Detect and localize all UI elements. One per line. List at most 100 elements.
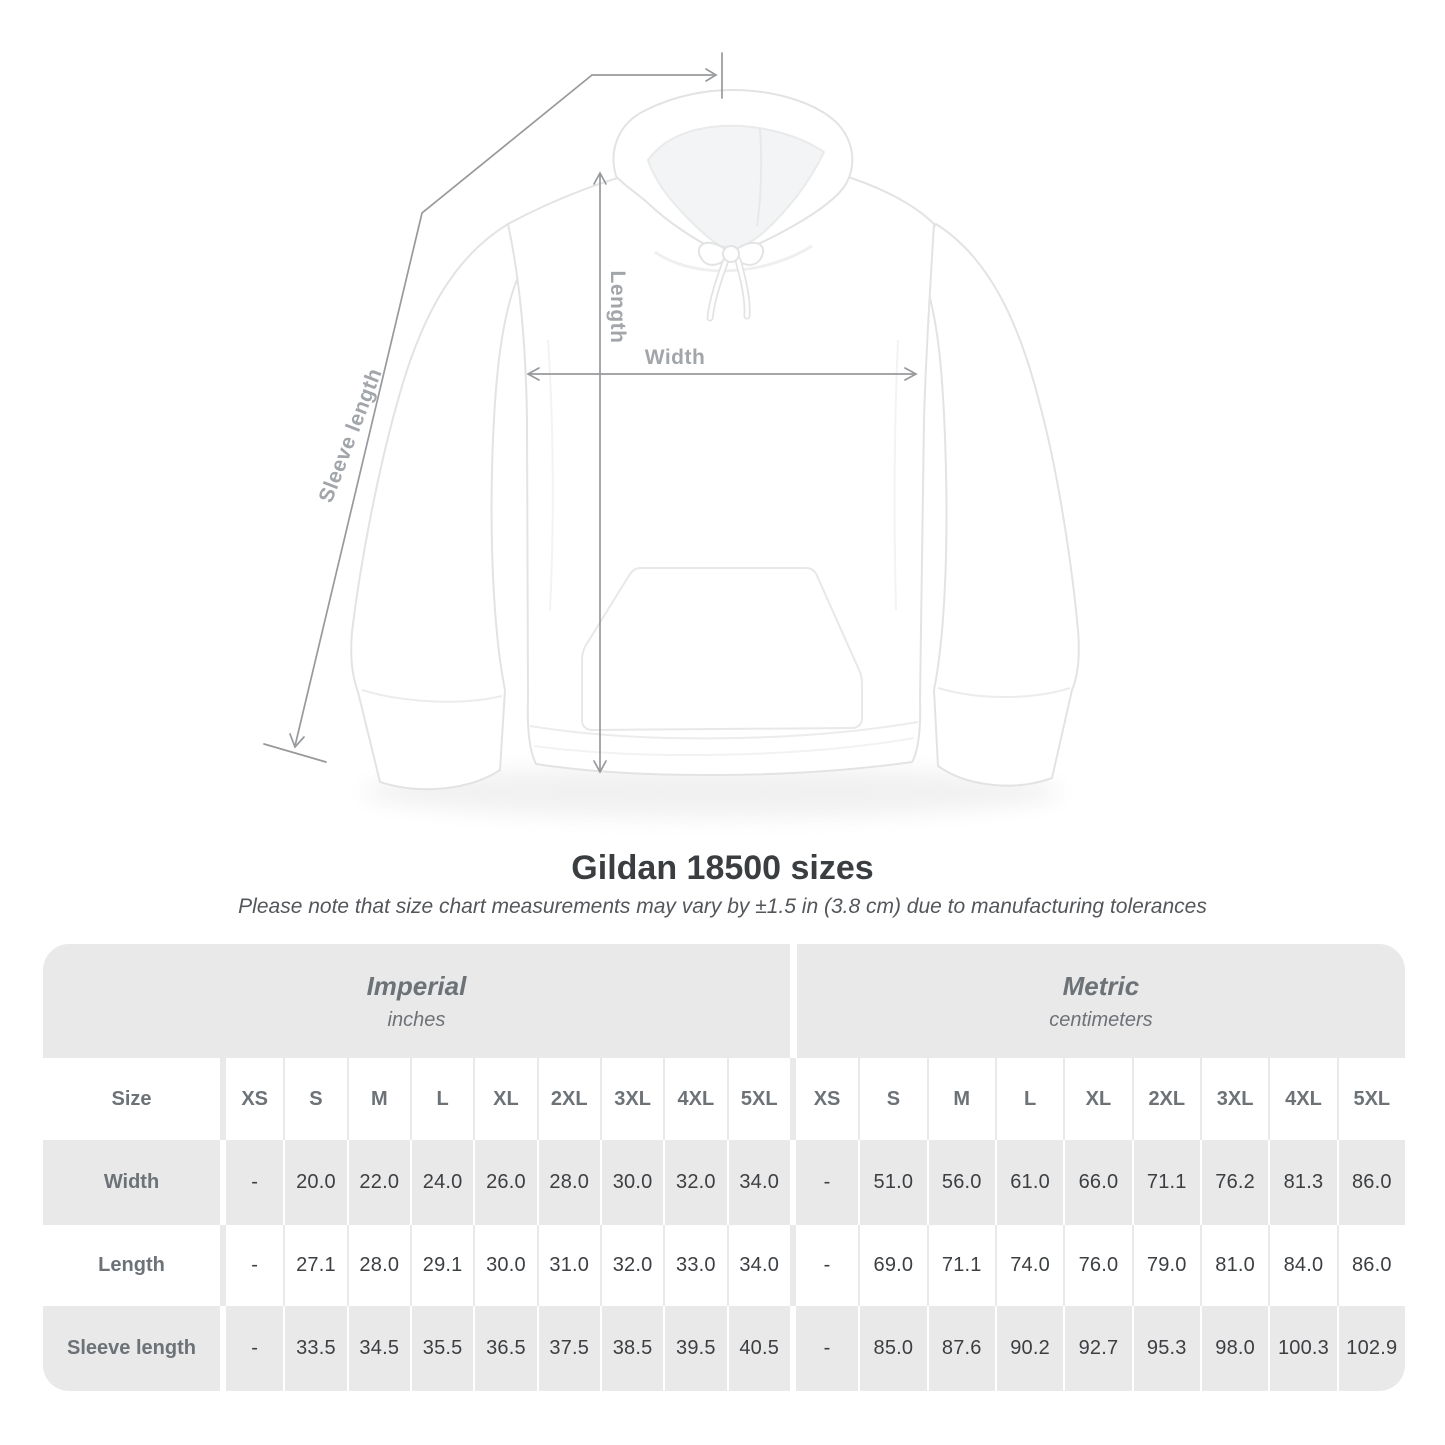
imperial-panel-unit: inches (387, 1008, 446, 1031)
size-col-header-metric-l: L (994, 1058, 1063, 1140)
measurement-cell: 81.3 (1268, 1140, 1336, 1225)
measurement-cell: 87.6 (926, 1306, 995, 1391)
measurement-cell: 71.1 (926, 1225, 995, 1306)
size-col-header-metric-xs: XS (789, 1058, 858, 1140)
size-header-row: Size XS S M L XL 2XL 3XL 4XL 5XL XS S M L XL 2XL 3XL 4XL… (43, 1058, 1405, 1140)
measurement-cell: 30.0 (473, 1225, 536, 1306)
measurement-cell: 34.5 (346, 1306, 410, 1391)
size-col-header-imperial-xs: XS (220, 1058, 283, 1140)
tolerance-note: Please note that size chart measurements… (238, 895, 1207, 918)
measurement-cell: 95.3 (1131, 1306, 1200, 1391)
imperial-panel: Imperial inches (43, 944, 790, 1058)
size-col-header-imperial-s: S (283, 1058, 346, 1140)
table-row-width: Width -20.0 22.0 24.0 26.0 28.0 30.0 32.0 34.0-5… (43, 1140, 1405, 1225)
page-title: Gildan 18500 sizes (571, 849, 874, 887)
hoodie-figure: Width Length Sleeve length (263, 52, 1080, 818)
size-col-header-metric-2xl: 2XL (1131, 1058, 1200, 1140)
measurement-cell: 66.0 (1063, 1140, 1131, 1225)
size-guide-page: Width Length Sleeve length Gildan 18500 … (43, 52, 1405, 1391)
measurement-cell: 102.9 (1336, 1306, 1405, 1391)
hoodie (350, 89, 1080, 791)
measurement-cell: 79.0 (1131, 1225, 1200, 1306)
length-dimension-label: Length (606, 271, 629, 344)
measurement-cell: 85.0 (858, 1306, 926, 1391)
row-label: Width (103, 1171, 160, 1193)
measurement-cell: 100.3 (1268, 1306, 1336, 1391)
right-cuff-seam (937, 687, 1071, 698)
neckline-shadow (654, 244, 813, 273)
size-col-header-imperial-5xl: 5XL (726, 1058, 790, 1140)
metric-panel-unit: centimeters (1049, 1008, 1153, 1031)
measurement-cell: - (220, 1225, 283, 1306)
measurement-cell: 39.5 (663, 1306, 726, 1391)
size-col-header-metric-s: S (858, 1058, 926, 1140)
measurement-cell: 32.0 (663, 1140, 726, 1225)
measurement-cell: 84.0 (1268, 1225, 1336, 1306)
imperial-panel-title: Imperial (366, 970, 467, 1001)
row-label: Length (98, 1254, 165, 1276)
measurement-cell: 20.0 (283, 1140, 346, 1225)
measurement-cell: - (789, 1225, 858, 1306)
hoodie-right-sleeve (913, 223, 1080, 787)
measurement-cell: 71.1 (1131, 1140, 1200, 1225)
table-body: Width -20.0 22.0 24.0 26.0 28.0 30.0 32.0 34.0-5… (43, 1140, 1405, 1391)
size-col-header-imperial-4xl: 4XL (663, 1058, 726, 1140)
size-col-header-metric-5xl: 5XL (1336, 1058, 1405, 1140)
measurement-cell: 90.2 (994, 1306, 1063, 1391)
measurement-cell: 28.0 (536, 1140, 600, 1225)
size-col-header-imperial-l: L (409, 1058, 473, 1140)
measurement-cell: 31.0 (536, 1225, 600, 1306)
hem-seam-2 (533, 737, 915, 756)
measurement-annotations (263, 52, 918, 774)
length-arrow (593, 171, 607, 774)
size-col-header-imperial-m: M (346, 1058, 410, 1140)
measurement-cell: 37.5 (536, 1306, 600, 1391)
kangaroo-pocket (581, 567, 863, 731)
size-col-header-metric-m: M (926, 1058, 995, 1140)
metric-panel-title: Metric (1062, 970, 1140, 1001)
measurement-cell: 35.5 (409, 1306, 473, 1391)
table-row-length: Length -27.1 28.0 29.1 30.0 31.0 32.0 33.0 34.0-… (43, 1225, 1405, 1306)
size-column-header: Size (111, 1087, 152, 1110)
measurement-cell: 34.0 (726, 1225, 790, 1306)
measurement-cell: 76.0 (1063, 1225, 1131, 1306)
size-col-header-imperial-xl: XL (473, 1058, 536, 1140)
hem-seam (529, 721, 919, 740)
measurement-cell: - (220, 1140, 283, 1225)
measurement-cell: 22.0 (346, 1140, 410, 1225)
hoodie-illustration: Width Length Sleeve length (263, 52, 1080, 818)
width-dimension-label: Width (645, 346, 706, 369)
measurement-cell: 92.7 (1063, 1306, 1131, 1391)
measurement-cell: 40.5 (726, 1306, 790, 1391)
size-col-header-metric-xl: XL (1063, 1058, 1131, 1140)
drawstring-bow (697, 242, 765, 322)
measurement-cell: 34.0 (726, 1140, 790, 1225)
measurement-cell: 86.0 (1336, 1140, 1405, 1225)
size-col-header-imperial-2xl: 2XL (536, 1058, 600, 1140)
metric-panel: Metric centimeters (789, 944, 1405, 1058)
measurement-cell: - (789, 1306, 858, 1391)
measurement-cell: 61.0 (994, 1140, 1063, 1225)
measurement-cell: 33.0 (663, 1225, 726, 1306)
measurement-cell: 81.0 (1199, 1225, 1268, 1306)
hood-interior (647, 124, 825, 249)
measurement-cell: 38.5 (599, 1306, 663, 1391)
table-row-sleeve-length: Sleeve length -33.5 34.5 35.5 36.5 37.5 38.5 39… (43, 1306, 1405, 1391)
measurement-cell: 26.0 (473, 1140, 536, 1225)
measurement-cell: 98.0 (1199, 1306, 1268, 1391)
sleeve-length-arrow (263, 52, 723, 763)
size-col-header-metric-4xl: 4XL (1268, 1058, 1336, 1140)
measurement-cell: 28.0 (346, 1225, 410, 1306)
measurement-cell: 24.0 (409, 1140, 473, 1225)
size-table: Imperial inches Metric centimeters Size … (43, 944, 1405, 1391)
measurement-cell: 86.0 (1336, 1225, 1405, 1306)
measurement-cell: 74.0 (994, 1225, 1063, 1306)
measurement-cell: 27.1 (283, 1225, 346, 1306)
measurement-cell: 69.0 (858, 1225, 926, 1306)
measurement-cell: - (789, 1140, 858, 1225)
measurement-cell: 76.2 (1199, 1140, 1268, 1225)
left-cuff-seam (361, 689, 503, 703)
size-col-header-imperial-3xl: 3XL (599, 1058, 663, 1140)
unit-header-row: Imperial inches Metric centimeters (43, 944, 1405, 1058)
measurement-cell: 32.0 (599, 1225, 663, 1306)
